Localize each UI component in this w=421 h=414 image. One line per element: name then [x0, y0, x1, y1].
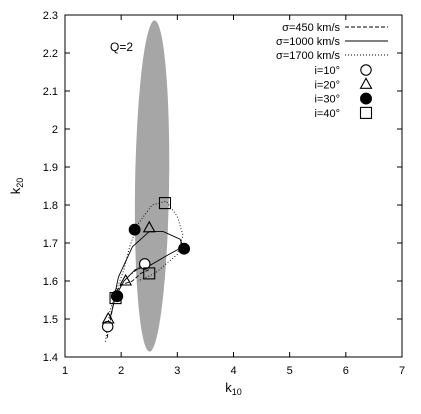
- marker-circle-filled-2-0: [111, 290, 124, 303]
- y-tick-label-9: 2.3: [43, 10, 58, 22]
- y-tick-label-4: 1.8: [43, 200, 58, 212]
- y-tick-label-6: 2: [52, 124, 58, 136]
- shaded-region-layer: [134, 20, 170, 352]
- y-tick-label-0: 1.4: [43, 352, 58, 364]
- x-tick-label-3: 4: [230, 365, 236, 377]
- marker-triangle-open-1-2: [142, 220, 156, 233]
- curve-dotted-2: [104, 200, 184, 342]
- y-tick-label-2: 1.6: [43, 276, 58, 288]
- marker-circle-open-0-0: [101, 320, 114, 333]
- marker-circle-filled-2-1: [128, 223, 141, 236]
- marker-circle-filled-2-2: [178, 242, 191, 255]
- y-tick-label-8: 2.2: [43, 48, 58, 60]
- marker-circle-open-0-2: [139, 258, 151, 270]
- legend-swatch-marker-2: [360, 92, 372, 105]
- shaded-ellipse-region: [134, 20, 170, 352]
- plot-frame: [64, 14, 403, 358]
- legend-swatch-marker-3: [359, 106, 373, 119]
- x-tick-label-2: 3: [174, 365, 180, 377]
- x-tick-label-6: 7: [399, 365, 405, 377]
- x-axis-label-main: k: [225, 380, 232, 395]
- y-axis-label: k20: [8, 178, 25, 195]
- y-tick-label-3: 1.7: [43, 238, 58, 250]
- x-axis-label: k10: [225, 380, 242, 397]
- y-tick-label-1: 1.5: [43, 314, 58, 326]
- marker-square-open-3-0: [109, 292, 122, 305]
- legend-label-marker-0: i=10°: [314, 65, 340, 77]
- legend-label-curve-1: σ=1000 km/s: [276, 36, 340, 48]
- legend: σ=450 km/s σ=1000 km/s σ=1700 km/s i=10° i=2…: [276, 22, 388, 120]
- x-tick-label-5: 6: [343, 365, 349, 377]
- marker-triangle-open-1-0: [101, 311, 115, 324]
- q-annotation: Q=2: [110, 40, 133, 54]
- x-axis-label-subscript: 10: [232, 387, 242, 397]
- marker-square-open-3-2: [158, 197, 172, 210]
- x-tick-label-1: 2: [118, 365, 124, 377]
- axis-ticks-layer: 1 2 3 4 5 6 7 1.4 1.5 1.6 1.7 1.8 1.9 2 2.1 2.2 2.3: [43, 10, 405, 377]
- inclination-markers-layer: [101, 197, 191, 333]
- legend-label-marker-3: i=40°: [314, 108, 340, 120]
- legend-swatch-marker-0: [360, 64, 372, 76]
- legend-label-marker-2: i=30°: [314, 94, 340, 106]
- y-tick-label-5: 1.9: [43, 162, 58, 174]
- legend-label-curve-0: σ=450 km/s: [282, 22, 340, 34]
- y-axis-label-main: k: [8, 187, 23, 194]
- y-tick-label-7: 2.1: [43, 86, 58, 98]
- y-axis-label-subscript: 20: [15, 178, 25, 188]
- legend-swatch-marker-1: [359, 77, 373, 89]
- marker-triangle-open-1-1: [119, 273, 133, 286]
- x-tick-label-0: 1: [62, 365, 68, 377]
- legend-label-curve-2: σ=1700 km/s: [276, 50, 340, 62]
- marker-square-open-3-1: [143, 267, 156, 280]
- x-tick-label-4: 5: [287, 365, 293, 377]
- legend-label-marker-1: i=20°: [314, 79, 340, 91]
